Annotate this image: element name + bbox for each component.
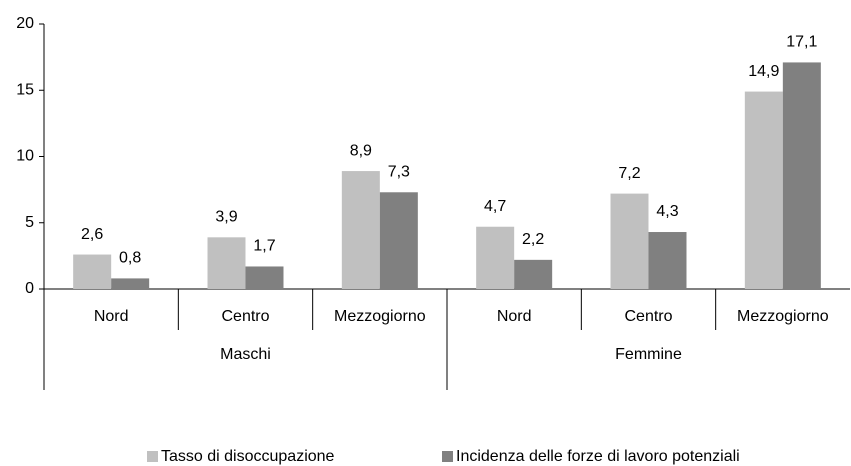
bar: [514, 259, 553, 289]
data-label: 4,3: [656, 203, 678, 220]
legend-swatch: [442, 451, 453, 462]
bar: [207, 237, 246, 289]
y-tick-label: 20: [16, 15, 34, 32]
y-tick-label: 10: [16, 148, 34, 165]
y-tick-label: 5: [25, 214, 34, 231]
data-label: 4,7: [484, 198, 506, 215]
x-tick-label: Nord: [497, 308, 532, 325]
bar: [744, 91, 783, 289]
data-label: 7,3: [388, 163, 410, 180]
data-label: 17,1: [786, 34, 817, 51]
data-label: 8,9: [350, 142, 372, 159]
x-tick-label: Mezzogiorno: [737, 308, 829, 325]
bar: [648, 232, 687, 289]
data-label: 3,9: [215, 209, 237, 226]
x-tick-label: Mezzogiorno: [334, 308, 426, 325]
bar: [111, 278, 150, 289]
bar: [379, 192, 418, 289]
bar: [610, 193, 649, 289]
x-tick-label: Centro: [221, 308, 269, 325]
y-tick-label: 15: [16, 81, 34, 98]
data-label: 0,8: [119, 250, 141, 267]
x-tick-label: Nord: [94, 308, 129, 325]
legend-swatch: [147, 451, 158, 462]
data-label: 2,2: [522, 231, 544, 248]
data-label: 2,6: [81, 226, 103, 243]
bar: [476, 226, 515, 289]
bar: [73, 254, 112, 289]
group-label: Femmine: [615, 346, 682, 363]
group-label: Maschi: [220, 346, 271, 363]
legend-label: Incidenza delle forze di lavoro potenzia…: [456, 448, 740, 465]
bar: [245, 266, 284, 289]
y-tick-label: 0: [25, 280, 34, 297]
data-label: 14,9: [748, 63, 779, 80]
x-tick-label: Centro: [624, 308, 672, 325]
bar: [341, 171, 380, 289]
legend-label: Tasso di disoccupazione: [161, 448, 335, 465]
data-label: 7,2: [618, 165, 640, 182]
data-label: 1,7: [253, 238, 275, 255]
bar: [782, 62, 821, 289]
